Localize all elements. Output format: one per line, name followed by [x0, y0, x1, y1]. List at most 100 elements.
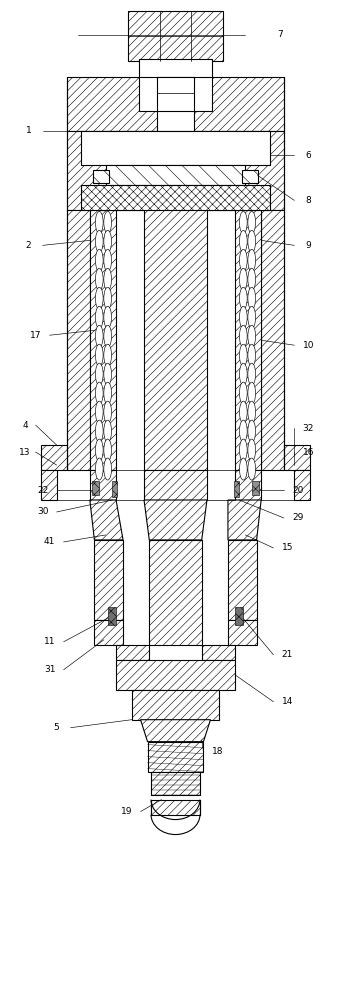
Circle shape [104, 211, 112, 233]
Text: 5: 5 [54, 723, 60, 732]
Polygon shape [294, 470, 310, 500]
Bar [234, 481, 239, 497]
Polygon shape [228, 620, 257, 645]
Bar [108, 607, 116, 625]
Text: 14: 14 [282, 697, 293, 706]
Bar [128, 11, 223, 61]
Polygon shape [116, 660, 235, 690]
Text: 41: 41 [44, 537, 55, 546]
Circle shape [95, 306, 103, 328]
Circle shape [239, 363, 247, 385]
Circle shape [95, 325, 103, 347]
Text: 22: 22 [37, 486, 48, 495]
Circle shape [248, 211, 256, 233]
Polygon shape [81, 185, 270, 210]
Polygon shape [151, 800, 200, 815]
Circle shape [95, 363, 103, 385]
Polygon shape [235, 470, 261, 500]
Polygon shape [284, 445, 310, 470]
Bar [112, 481, 117, 497]
Circle shape [239, 420, 247, 442]
Polygon shape [132, 690, 219, 720]
Text: 31: 31 [44, 665, 55, 674]
Circle shape [239, 401, 247, 423]
Text: 9: 9 [305, 241, 311, 250]
Text: 13: 13 [19, 448, 31, 457]
Polygon shape [90, 500, 123, 540]
Polygon shape [144, 470, 207, 500]
Circle shape [104, 268, 112, 290]
Circle shape [239, 344, 247, 366]
Circle shape [248, 363, 256, 385]
Polygon shape [228, 500, 261, 540]
Circle shape [248, 420, 256, 442]
Polygon shape [202, 645, 235, 660]
Circle shape [239, 230, 247, 252]
Circle shape [248, 439, 256, 461]
Bar [157, 77, 194, 111]
Polygon shape [67, 210, 90, 470]
Polygon shape [140, 720, 211, 742]
Polygon shape [235, 210, 261, 470]
Polygon shape [41, 470, 57, 500]
Bar [235, 607, 243, 625]
Circle shape [104, 458, 112, 480]
Circle shape [95, 458, 103, 480]
Circle shape [239, 325, 247, 347]
Text: 11: 11 [44, 637, 55, 646]
Circle shape [248, 382, 256, 404]
Circle shape [239, 268, 247, 290]
Circle shape [104, 344, 112, 366]
Circle shape [104, 325, 112, 347]
Circle shape [248, 401, 256, 423]
Circle shape [95, 268, 103, 290]
Text: 17: 17 [30, 331, 41, 340]
Circle shape [104, 420, 112, 442]
Text: 29: 29 [292, 513, 304, 522]
Circle shape [248, 458, 256, 480]
Circle shape [239, 287, 247, 309]
Text: 20: 20 [292, 486, 304, 495]
Text: 15: 15 [282, 543, 293, 552]
Polygon shape [41, 445, 67, 470]
Circle shape [239, 439, 247, 461]
Bar [139, 59, 212, 77]
Circle shape [95, 287, 103, 309]
Circle shape [95, 344, 103, 366]
Polygon shape [242, 170, 258, 183]
Circle shape [104, 230, 112, 252]
Polygon shape [90, 210, 116, 470]
Text: 32: 32 [303, 424, 314, 433]
Polygon shape [228, 540, 257, 620]
Circle shape [248, 230, 256, 252]
Text: 18: 18 [212, 747, 223, 756]
Circle shape [95, 230, 103, 252]
Circle shape [239, 306, 247, 328]
Circle shape [104, 401, 112, 423]
Text: 16: 16 [303, 448, 314, 457]
Polygon shape [116, 645, 149, 660]
Circle shape [104, 287, 112, 309]
Circle shape [104, 382, 112, 404]
Polygon shape [149, 540, 202, 645]
Text: 10: 10 [303, 341, 314, 350]
Circle shape [104, 439, 112, 461]
Circle shape [104, 306, 112, 328]
Polygon shape [106, 165, 245, 185]
Polygon shape [261, 210, 284, 470]
Text: 7: 7 [278, 30, 283, 39]
Circle shape [248, 306, 256, 328]
Text: 6: 6 [305, 151, 311, 160]
Text: 30: 30 [37, 507, 48, 516]
Circle shape [239, 382, 247, 404]
Polygon shape [147, 742, 204, 772]
Circle shape [248, 344, 256, 366]
Circle shape [239, 249, 247, 271]
Circle shape [239, 458, 247, 480]
Circle shape [95, 439, 103, 461]
Circle shape [248, 268, 256, 290]
Text: 8: 8 [305, 196, 311, 205]
Polygon shape [144, 185, 207, 470]
Polygon shape [94, 540, 123, 620]
Circle shape [248, 325, 256, 347]
